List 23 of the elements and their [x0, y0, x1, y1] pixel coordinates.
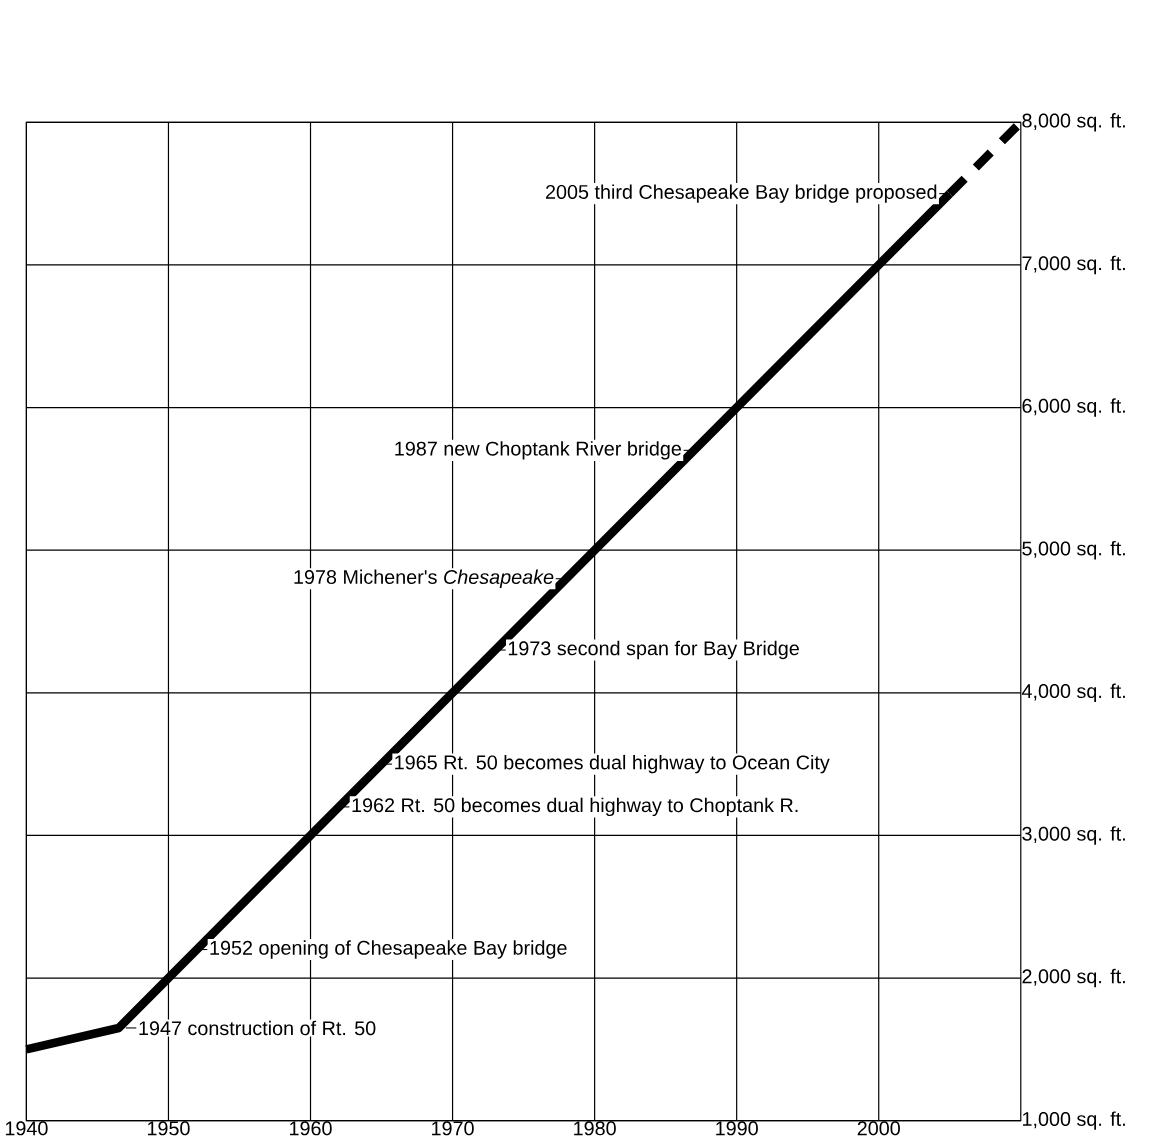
annotation: 2005 third Chesapeake Bay bridge proposed: [546, 184, 937, 203]
y-tick-label: 5,000 sq. ft.: [1022, 540, 1125, 560]
annotation: 1965 Rt. 50 becomes dual highway to Ocean City: [395, 754, 830, 774]
x-tick-label: 1970: [432, 1121, 474, 1136]
annotation: 1947 construction of Rt. 50: [139, 1020, 376, 1035]
y-tick-label: 4,000 sq. ft.: [1021, 683, 1125, 702]
annotation: 1987 new Choptank River bridge: [395, 440, 681, 460]
x-tick-label: 2000: [857, 1121, 900, 1136]
y-tick-label: 7,000 sq. ft.: [1022, 255, 1125, 274]
y-tick-label: 1,000 sq. ft.: [1023, 1111, 1125, 1130]
y-tick-label: 3,000 sq. ft.: [1022, 826, 1125, 845]
annotation: 1962 Rt. 50 becomes dual highway to Choptank R.: [352, 797, 798, 816]
y-tick-label: 8,000 sq. ft.: [1022, 112, 1125, 132]
annotation: 1952 opening of Chesapeake Bay bridge: [210, 940, 567, 959]
x-tick-label: 1950: [147, 1121, 190, 1136]
y-tick-label: 2,000 sq. ft.: [1022, 968, 1125, 988]
y-tick-label: 6,000 sq. ft.: [1022, 398, 1125, 417]
x-tick-label: 1940: [5, 1121, 48, 1136]
x-tick-label: 1960: [290, 1121, 332, 1136]
x-tick-label: 1990: [716, 1121, 758, 1136]
annotation: 1973 second span for Bay Bridge: [508, 640, 799, 660]
annotation: 1978 Michener's Chesapeake: [294, 569, 554, 588]
x-tick-label: 1980: [574, 1121, 616, 1136]
